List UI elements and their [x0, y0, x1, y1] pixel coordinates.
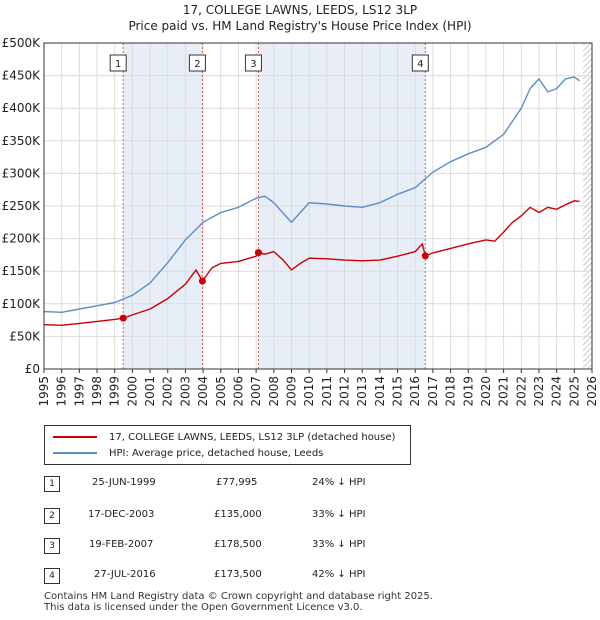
x-tick-label: 2002 — [161, 376, 175, 407]
y-tick-label: £150K — [2, 264, 42, 278]
x-tick-label: 2003 — [178, 376, 192, 407]
transaction-date: 25-JUN-1999 — [92, 477, 156, 488]
transaction-date: 17-DEC-2003 — [88, 509, 155, 520]
x-tick-label: 2004 — [196, 376, 210, 407]
x-tick-label: 2026 — [585, 376, 599, 407]
x-tick-label: 1995 — [37, 376, 51, 407]
transaction-diff: 24% ↓ HPI — [312, 477, 366, 488]
transaction-date: 27-JUL-2016 — [94, 569, 156, 580]
sale-badge-box — [411, 54, 429, 72]
x-tick-label: 1999 — [108, 376, 122, 407]
x-tick-label: 2011 — [320, 376, 334, 407]
chart-subtitle: Price paid vs. HM Land Registry's House … — [128, 19, 472, 33]
x-tick-label: 2018 — [444, 376, 458, 407]
y-tick-label: £100K — [2, 297, 42, 311]
sale-badge-label: 4 — [417, 59, 423, 70]
legend-label-hpi: HPI: Average price, detached house, Leed… — [109, 447, 324, 459]
y-tick-label: £200K — [2, 232, 42, 246]
transaction-diff: 33% ↓ HPI — [312, 509, 366, 520]
legend-item-hpi: HPI: Average price, detached house, Leed… — [53, 446, 323, 460]
transaction-badge: 4 — [44, 568, 60, 584]
chart-title: 17, COLLEGE LAWNS, LEEDS, LS12 3LP — [182, 3, 418, 17]
footer-copyright: Contains HM Land Registry data © Crown c… — [44, 591, 433, 602]
x-tick-label: 2014 — [373, 376, 387, 407]
sale-point — [254, 249, 262, 257]
y-tick-label: £450K — [2, 69, 42, 83]
x-tick-label: 1996 — [55, 376, 69, 407]
legend: 17, COLLEGE LAWNS, LEEDS, LS12 3LP (deta… — [44, 425, 411, 465]
legend-item-property: 17, COLLEGE LAWNS, LEEDS, LS12 3LP (deta… — [53, 430, 395, 444]
legend-swatch-property — [53, 436, 97, 438]
y-tick-label: £250K — [2, 199, 42, 213]
y-tick-label: £300K — [2, 166, 42, 180]
y-tick-label: £350K — [2, 134, 42, 148]
x-tick-label: 2007 — [249, 376, 263, 407]
legend-label-property: 17, COLLEGE LAWNS, LEEDS, LS12 3LP (deta… — [109, 431, 396, 443]
y-tick-label: £0 — [25, 362, 40, 376]
price-chart: £0 £50K £100K £150K £200K £250K £300K £350K £400… — [2, 36, 599, 407]
x-tick-label: 1997 — [72, 376, 86, 407]
x-tick-label: 1998 — [90, 376, 104, 407]
property-series-line — [43, 200, 580, 326]
transaction-price: £173,500 — [214, 569, 262, 580]
transaction-diff: 33% ↓ HPI — [312, 539, 366, 550]
sale-point — [421, 252, 429, 260]
transaction-date: 19-FEB-2007 — [89, 539, 154, 550]
x-tick-label: 2019 — [461, 376, 475, 407]
x-tick-label: 2001 — [143, 376, 157, 407]
x-tick-label: 2016 — [408, 376, 422, 407]
legend-swatch-hpi — [53, 452, 97, 454]
plot-frame — [43, 42, 593, 370]
x-tick-label: 2010 — [302, 376, 316, 407]
x-tick-label: 2008 — [267, 376, 281, 407]
sale-badge-label: 1 — [115, 59, 121, 70]
hpi-series-line — [43, 76, 581, 313]
y-tick-label: £500K — [2, 36, 42, 50]
transaction-diff: 42% ↓ HPI — [312, 569, 366, 580]
x-tick-label: 2024 — [550, 376, 564, 407]
x-tick-label: 2023 — [532, 376, 546, 407]
footer: Contains HM Land Registry data © Crown c… — [44, 591, 433, 613]
x-tick-label: 2009 — [284, 376, 298, 407]
x-tick-label: 2025 — [567, 376, 581, 407]
x-tick-label: 2012 — [338, 376, 352, 407]
sale-badge-box — [188, 54, 206, 72]
footer-licence: This data is licensed under the Open Gov… — [44, 602, 363, 613]
transaction-badge: 2 — [44, 508, 60, 524]
x-tick-label: 2005 — [214, 376, 228, 407]
transaction-badge: 1 — [44, 476, 60, 492]
sale-badge-box — [109, 54, 127, 72]
transaction-price: £77,995 — [216, 477, 258, 488]
x-tick-label: 2000 — [125, 376, 139, 407]
x-tick-label: 2006 — [231, 376, 245, 407]
x-tick-label: 2022 — [514, 376, 528, 407]
sale-badge-box — [244, 54, 262, 72]
transaction-price: £178,500 — [214, 539, 262, 550]
y-tick-label: £400K — [2, 101, 42, 115]
y-tick-label: £50K — [9, 329, 41, 343]
x-tick-label: 2020 — [479, 376, 493, 407]
transaction-badge: 3 — [44, 538, 60, 554]
transaction-price: £135,000 — [214, 509, 262, 520]
sale-point — [198, 277, 206, 285]
x-tick-label: 2017 — [426, 376, 440, 407]
sale-badge-label: 3 — [250, 59, 256, 70]
sale-point — [119, 314, 127, 322]
x-tick-label: 2021 — [497, 376, 511, 407]
sale-badge-label: 2 — [194, 59, 200, 70]
x-tick-label: 2015 — [391, 376, 405, 407]
x-tick-label: 2013 — [355, 376, 369, 407]
